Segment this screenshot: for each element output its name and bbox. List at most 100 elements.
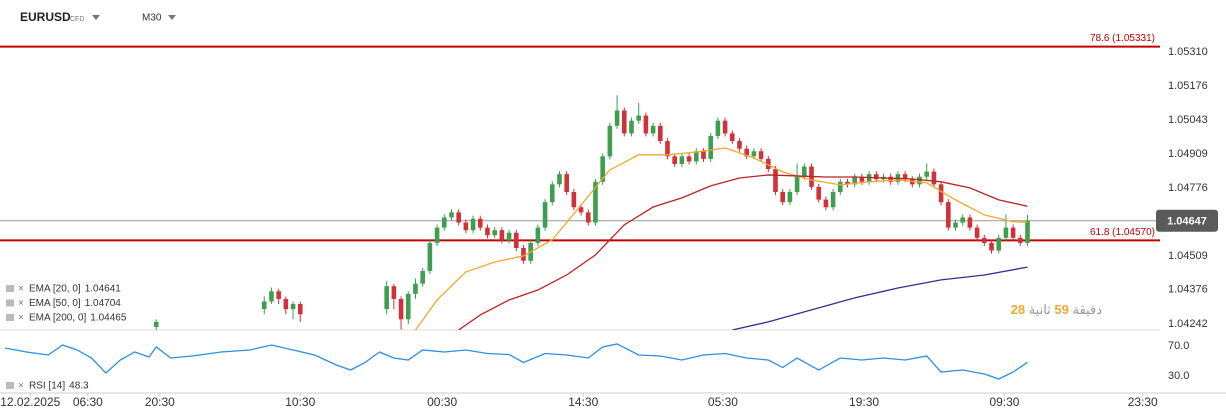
candle-body xyxy=(931,171,937,185)
y-tick-label: 1.04909 xyxy=(1168,148,1208,160)
candle-body xyxy=(679,156,685,164)
x-tick-label: 09:30 xyxy=(989,395,1019,409)
candle-body xyxy=(542,202,548,228)
candle-body xyxy=(521,248,526,261)
y-tick-label: 1.04242 xyxy=(1168,318,1208,330)
y-tick-label: 1.05176 xyxy=(1168,80,1208,92)
symbol[interactable]: EURUSD xyxy=(20,10,71,24)
legend-close: × xyxy=(18,381,24,392)
candle-body xyxy=(672,156,677,164)
candle-body xyxy=(398,298,404,320)
x-tick-label: 23:30 xyxy=(1128,395,1158,409)
countdown-value: 59 xyxy=(1054,302,1069,317)
y-tick-label: 1.04509 xyxy=(1168,250,1208,262)
y-tick-label: 70.0 xyxy=(1168,340,1189,352)
candle-body xyxy=(902,174,908,180)
candle-body xyxy=(715,120,721,136)
candle-body xyxy=(449,212,454,218)
candle-body xyxy=(917,176,922,185)
candle-body xyxy=(549,184,555,203)
y-tick-label: 1.05043 xyxy=(1168,114,1208,126)
countdown-value: 28 xyxy=(1010,302,1026,317)
candle-body xyxy=(593,181,598,223)
candle-body xyxy=(794,176,800,192)
overlay: EURUSD CFD M30 1.05310 1.05176 1.05043 1.04… xyxy=(0,10,1218,409)
candle-body xyxy=(153,321,159,327)
candle-body xyxy=(780,191,785,203)
y-tick-label: 1.04776 xyxy=(1168,182,1208,194)
dropdown-arrow[interactable] xyxy=(168,15,176,20)
candle-body xyxy=(722,120,728,134)
timeframe[interactable]: M30 xyxy=(142,13,162,24)
candle-body xyxy=(1018,237,1023,243)
ema-line xyxy=(732,266,1028,330)
candle-body xyxy=(535,227,541,243)
candle-body xyxy=(391,286,397,299)
candle-body xyxy=(261,301,267,310)
countdown-unit: ثانية xyxy=(1028,302,1051,317)
candle-body xyxy=(938,184,944,203)
candle-body xyxy=(967,217,973,228)
candle-body xyxy=(427,242,433,271)
candle-body xyxy=(996,237,1002,251)
legend-icon xyxy=(6,285,14,292)
candle-body xyxy=(1003,227,1009,238)
candle-body xyxy=(888,176,894,182)
candle-body xyxy=(636,115,641,121)
fib-label: 78.6 (1.05331) xyxy=(1090,33,1155,44)
legend-entry: EMA [200, 0] xyxy=(29,313,86,324)
candle-body xyxy=(413,283,418,294)
x-tick-label: 14:30 xyxy=(568,395,598,409)
candle-body xyxy=(420,270,425,284)
legend-value: 1.04641 xyxy=(85,284,122,295)
candle-body xyxy=(585,212,591,223)
candle-body xyxy=(578,207,584,213)
candle-body xyxy=(463,222,469,231)
candle-body xyxy=(629,120,634,134)
current-price-box xyxy=(1156,209,1218,232)
x-tick-label: 19:30 xyxy=(849,395,879,409)
candle-body xyxy=(564,174,569,192)
candle-body xyxy=(765,158,771,170)
candle-body xyxy=(434,227,440,243)
x-tick-label: 00:30 xyxy=(427,395,457,409)
candle-body xyxy=(758,151,764,159)
candle-body xyxy=(708,135,713,159)
candle-body xyxy=(276,291,281,299)
candle-body xyxy=(557,174,562,185)
x-tick-label: 12.02.2025 xyxy=(0,395,60,409)
legend-value: 1.04704 xyxy=(85,298,122,309)
candle-body xyxy=(485,227,490,236)
candle-body xyxy=(751,151,757,157)
x-tick-label: 05:30 xyxy=(708,395,738,409)
candle-body xyxy=(621,110,627,134)
rsi-panel xyxy=(4,343,1028,380)
candle-body xyxy=(1010,227,1016,238)
candle-body xyxy=(960,217,966,223)
candle-body xyxy=(924,171,930,177)
candle-body xyxy=(787,191,793,203)
x-tick-label: 20:30 xyxy=(145,395,175,409)
candle-body xyxy=(665,141,670,157)
legend-icon xyxy=(6,299,14,307)
legend-close: × xyxy=(18,298,24,309)
legend-value: 48.3 xyxy=(69,381,89,392)
candle-body xyxy=(600,156,605,182)
candle-body xyxy=(989,242,994,251)
dropdown-arrow[interactable] xyxy=(92,15,100,20)
candle-body xyxy=(773,169,778,192)
legend-icon xyxy=(6,314,14,321)
rsi-line xyxy=(4,343,1028,380)
candle-body xyxy=(290,304,296,310)
candle-body xyxy=(456,212,461,223)
candle-body xyxy=(477,218,483,228)
instrument: CFD xyxy=(70,16,84,23)
legend-value: 1.04465 xyxy=(90,313,127,324)
candle-body xyxy=(269,291,274,302)
candle-body xyxy=(283,298,289,310)
candle-body xyxy=(607,125,613,157)
candle-body xyxy=(499,230,505,241)
y-tick-label: 1.04376 xyxy=(1168,284,1208,296)
